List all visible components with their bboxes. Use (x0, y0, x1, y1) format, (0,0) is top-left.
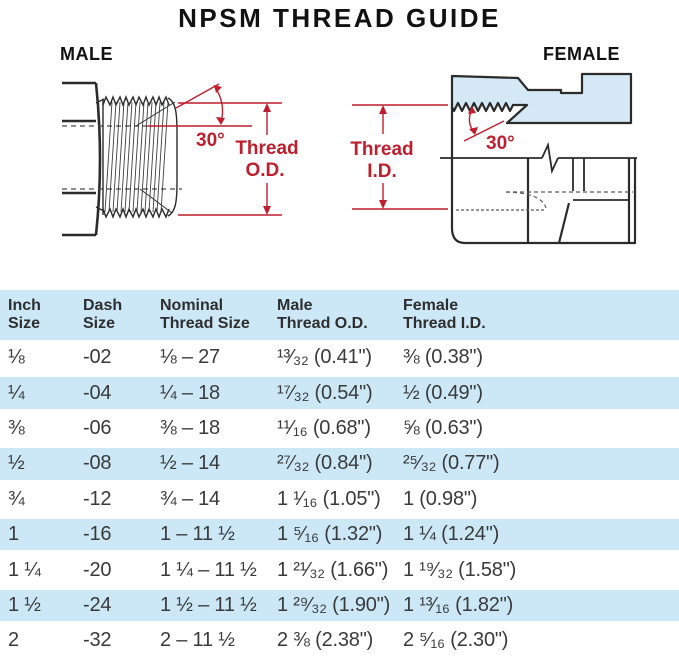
male-diagram-label: MALE (60, 44, 113, 64)
nominal-cell: 1 – 11 ½ (160, 523, 235, 546)
female-id-cell: 1 (0.98") (403, 487, 478, 510)
male-thread-od-label-line1: Thread (235, 138, 298, 159)
male-od-cell: 1 ²⁹⁄₃₂ (1.90") (277, 593, 391, 616)
female-thread-id-label-line1: Thread (350, 139, 413, 160)
dash-size-cell: -02 (83, 346, 112, 369)
male-od-cell: 1 ⁵⁄₁₆ (1.32") (277, 523, 383, 546)
male-od-cell: ¹⁷⁄₃₂ (0.54") (277, 381, 373, 404)
nominal-cell: ¼ – 18 (160, 381, 220, 404)
female-thread-id-label-line2: I.D. (367, 161, 397, 182)
table-row: 1 ¼ -20 1 ¼ – 11 ½ 1 ²¹⁄₃₂ (1.66") 1 ¹⁹⁄… (0, 552, 679, 587)
female-id-cell: 1 ¹³⁄₁₆ (1.82") (403, 593, 514, 616)
dash-size-cell: -06 (83, 416, 112, 439)
female-id-cell: ⅜ (0.38") (403, 346, 483, 369)
inch-size-cell: ⅜ (8, 416, 25, 439)
page-title: NPSM THREAD GUIDE (178, 3, 501, 33)
table-row: ¼ -04 ¼ – 18 ¹⁷⁄₃₂ (0.54") ½ (0.49") (0, 375, 679, 411)
male-od-cell: ¹³⁄₃₂ (0.41") (277, 346, 372, 369)
dash-size-cell: -08 (83, 452, 112, 475)
table-row: ⅛ -02 ⅛ – 27 ¹³⁄₃₂ (0.41") ⅜ (0.38") (0, 340, 679, 375)
inch-size-cell: 1 ½ (8, 593, 41, 616)
header-female-thread-id: Female Thread I.D. (403, 296, 486, 332)
male-thread-profile (102, 95, 178, 219)
male-fitting-drawing: 30° Thread O.D. (62, 81, 299, 237)
female-diagram-label: FEMALE (543, 44, 620, 64)
dash-size-cell: -04 (83, 381, 112, 404)
female-id-cell: 1 ¹⁹⁄₃₂ (1.58") (403, 558, 517, 581)
table-row: ⅜ -06 ⅜ – 18 ¹¹⁄₁₆ (0.68") ⅝ (0.63") (0, 411, 679, 446)
nominal-cell: 2 – 11 ½ (160, 629, 235, 652)
male-angle-label: 30° (196, 130, 225, 151)
nominal-cell: 1 ½ – 11 ½ (160, 593, 257, 616)
male-thread-od-label-line2: O.D. (245, 160, 284, 181)
inch-size-cell: ½ (8, 452, 25, 475)
male-od-cell: ¹¹⁄₁₆ (0.68") (277, 416, 371, 439)
male-od-cell: 1 ²¹⁄₃₂ (1.66") (277, 558, 389, 581)
female-angle-label: 30° (486, 133, 515, 154)
header-inch-size: Inch Size (8, 296, 41, 332)
inch-size-cell: 2 (8, 629, 19, 652)
dash-size-cell: -24 (83, 593, 112, 616)
table-row: 2 -32 2 – 11 ½ 2 ⅜ (2.38") 2 ⁵⁄₁₆ (2.30"… (0, 623, 679, 658)
dash-size-cell: -12 (83, 487, 112, 510)
header-dash-size: Dash Size (83, 296, 123, 332)
table-row: 1 ½ -24 1 ½ – 11 ½ 1 ²⁹⁄₃₂ (1.90") 1 ¹³⁄… (0, 587, 679, 624)
inch-size-cell: ¼ (8, 381, 25, 404)
female-fitting-drawing: 30° Thread I.D. (350, 72, 637, 245)
header-nominal-thread: Nominal Thread Size (160, 296, 250, 332)
female-id-cell: ⅝ (0.63") (403, 416, 483, 439)
nominal-cell: ½ – 14 (160, 452, 220, 475)
nominal-cell: ⅛ – 27 (160, 346, 220, 369)
inch-size-cell: ⅛ (8, 346, 25, 369)
male-od-cell: 2 ⅜ (2.38") (277, 629, 374, 652)
inch-size-cell: ¾ (8, 487, 25, 510)
table-row: ½ -08 ½ – 14 ²⁷⁄₃₂ (0.84") ²⁵⁄₃₂ (0.77") (0, 446, 679, 482)
nominal-cell: ⅜ – 18 (160, 416, 220, 439)
male-thread-hatch (104, 101, 169, 213)
inch-size-cell: 1 (8, 523, 19, 546)
thread-size-table: Inch Size Dash Size Nominal Thread Size … (0, 290, 679, 659)
table-row: ¾ -12 ¾ – 14 1 ¹⁄₁₆ (1.05") 1 (0.98") (0, 482, 679, 517)
female-id-cell: ²⁵⁄₃₂ (0.77") (403, 452, 500, 475)
male-od-cell: 1 ¹⁄₁₆ (1.05") (277, 487, 381, 510)
table-row: 1 -16 1 – 11 ½ 1 ⁵⁄₁₆ (1.32") 1 ¼ (1.24"… (0, 516, 679, 553)
header-male-thread-od: Male Thread O.D. (277, 296, 368, 332)
dash-size-cell: -20 (83, 558, 112, 581)
thread-diagrams: 30° Thread O.D. (62, 72, 637, 245)
dash-size-cell: -32 (83, 629, 112, 652)
nominal-cell: 1 ¼ – 11 ½ (160, 558, 257, 581)
nominal-cell: ¾ – 14 (160, 487, 220, 510)
female-id-cell: 2 ⁵⁄₁₆ (2.30") (403, 629, 509, 652)
inch-size-cell: 1 ¼ (8, 558, 41, 581)
dash-size-cell: -16 (83, 523, 112, 546)
table-header-row: Inch Size Dash Size Nominal Thread Size … (0, 290, 679, 340)
female-id-cell: 1 ¼ (1.24") (403, 523, 500, 546)
male-od-cell: ²⁷⁄₃₂ (0.84") (277, 452, 373, 475)
female-id-cell: ½ (0.49") (403, 381, 483, 404)
